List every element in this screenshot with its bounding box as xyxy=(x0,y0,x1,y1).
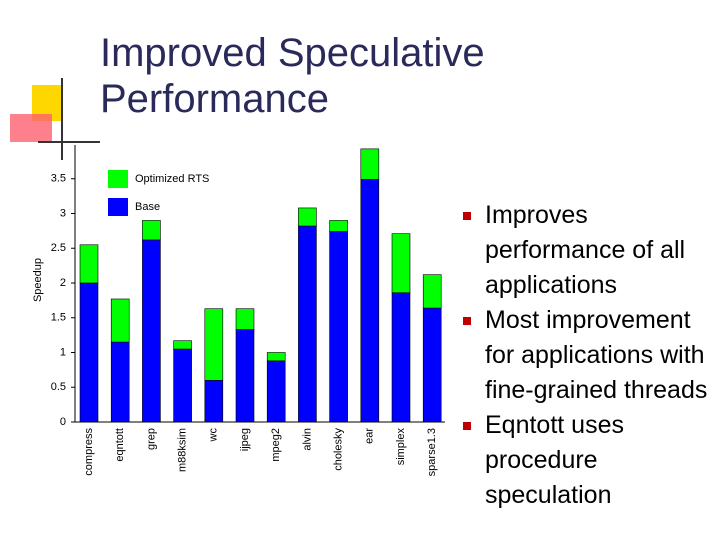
bar-segment xyxy=(204,379,224,423)
bar-segment xyxy=(298,207,317,227)
x-tick-label: ijpeg xyxy=(239,428,251,451)
bullet: Most improvement for applications with f… xyxy=(463,303,718,408)
y-tick-label: 0.5 xyxy=(51,381,66,393)
bar-segment xyxy=(204,308,224,381)
x-tick-label: cholesky xyxy=(333,428,345,471)
bar-segment xyxy=(235,329,255,423)
bar-segment xyxy=(266,360,286,423)
bar-segment xyxy=(79,244,99,284)
bar-segment xyxy=(173,348,192,423)
bullet-list: Improves performance of all applications… xyxy=(463,198,718,513)
x-tick-label: eqntott xyxy=(114,428,126,462)
x-tick-label: alvin xyxy=(301,428,313,451)
x-tick-label: m88ksim xyxy=(177,428,189,472)
x-tick-label: ear xyxy=(364,428,376,444)
y-tick-label: 0 xyxy=(60,416,66,428)
x-tick-label: wc xyxy=(208,428,220,443)
bar-segment xyxy=(329,231,348,423)
y-tick-label: 3 xyxy=(60,207,66,219)
bar-segment xyxy=(79,282,99,423)
x-tick-label: mpeg2 xyxy=(270,428,282,462)
y-tick-label: 1.5 xyxy=(51,312,66,324)
bullet: Eqntott uses procedure speculation xyxy=(463,408,718,513)
legend-swatch xyxy=(108,170,128,188)
legend-swatch xyxy=(108,198,128,216)
decor-red xyxy=(10,114,52,142)
y-tick-label: 2.5 xyxy=(51,242,66,254)
bar-segment xyxy=(360,148,380,180)
x-tick-label: sparse1.3 xyxy=(426,428,438,476)
legend-label: Optimized RTS xyxy=(135,173,209,185)
y-axis-label: Speedup xyxy=(32,258,44,302)
x-tick-label: simplex xyxy=(395,428,407,466)
bar-segment xyxy=(329,220,348,232)
bar-segment xyxy=(110,298,130,343)
bar-segment xyxy=(173,340,192,350)
bar-segment xyxy=(391,292,411,423)
x-tick-label: grep xyxy=(145,428,157,450)
slide-title: Improved Speculative Performance xyxy=(100,31,485,121)
y-tick-label: 1 xyxy=(60,346,66,358)
bar-segment xyxy=(142,220,161,241)
bar-segment xyxy=(235,308,255,330)
x-tick-label: compress xyxy=(83,428,95,476)
bar-segment xyxy=(422,274,442,309)
bar-segment xyxy=(266,352,286,362)
bar-segment xyxy=(391,233,411,294)
bullet: Improves performance of all applications xyxy=(463,198,718,303)
y-tick-label: 2 xyxy=(60,277,66,289)
bar-segment xyxy=(360,179,380,423)
bar-segment xyxy=(110,341,130,423)
bar-segment xyxy=(298,225,317,423)
bar-segment xyxy=(422,307,442,423)
y-tick-label: 3.5 xyxy=(51,173,66,185)
bar-segment xyxy=(142,239,161,423)
legend-label: Base xyxy=(135,201,160,213)
